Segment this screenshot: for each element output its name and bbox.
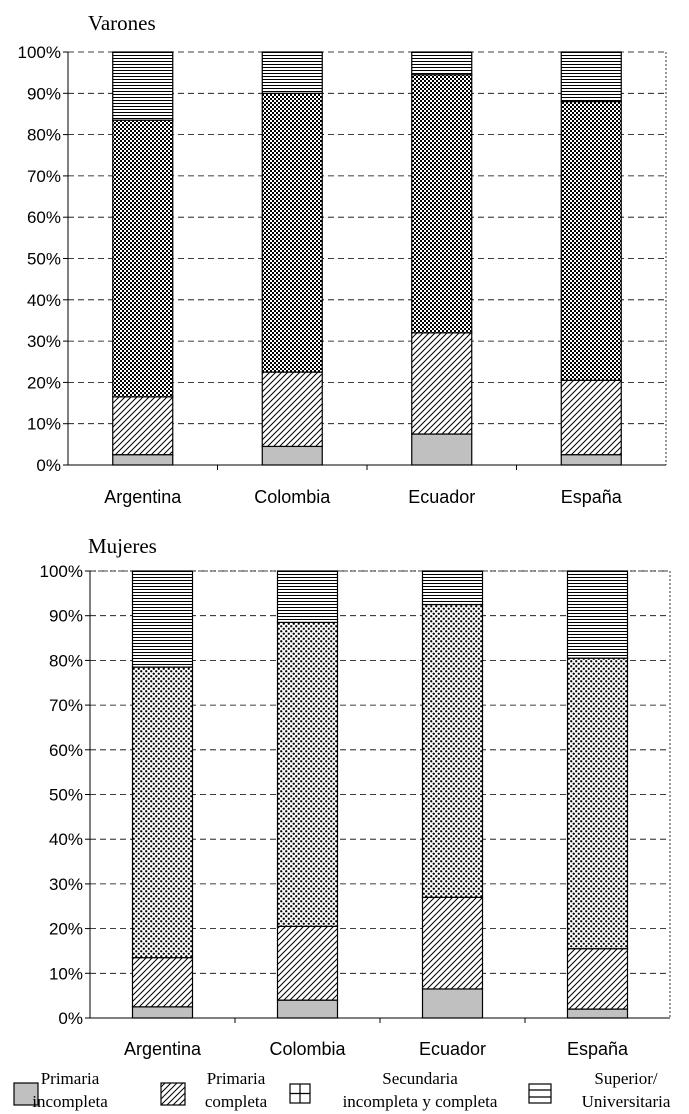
- bar-segment-primaria-incompleta: [131, 1006, 194, 1019]
- legend-label: Secundaria: [382, 1069, 458, 1088]
- y-tick-label: 100%: [40, 562, 83, 581]
- y-tick-label: 40%: [49, 830, 83, 849]
- bar-segment-superior-universitaria: [566, 570, 629, 659]
- chart-title: Varones: [88, 11, 156, 35]
- legend-label: Primaria: [207, 1069, 266, 1088]
- y-tick-label: 10%: [49, 964, 83, 983]
- y-tick-label: 0%: [36, 456, 61, 475]
- legend-label: Superior/: [594, 1069, 658, 1088]
- bar-segment-primaria-incompleta: [261, 445, 323, 466]
- legend-swatch: [13, 1082, 39, 1106]
- bar-segment-primaria-completa: [560, 379, 622, 456]
- y-tick-label: 90%: [27, 84, 61, 103]
- bar-segment-primaria-completa: [566, 948, 629, 1010]
- legend: Primaria incompleta Primaria completa Secund…: [13, 1069, 671, 1111]
- y-tick-label: 30%: [27, 332, 61, 351]
- legend-label: Universitaria: [582, 1092, 671, 1111]
- bar-segment-primaria-incompleta: [276, 999, 339, 1019]
- bar-segment-primaria-completa: [261, 371, 323, 448]
- bar-segment-primaria-incompleta: [560, 454, 622, 466]
- bar-segment-primaria-completa: [276, 925, 339, 1001]
- bar-segment-superior-universitaria: [421, 570, 484, 606]
- y-tick-label: 70%: [27, 167, 61, 186]
- x-tick-label: Argentina: [124, 1039, 202, 1059]
- x-tick-label: Ecuador: [408, 487, 475, 507]
- bar-segment-primaria-completa: [112, 396, 174, 456]
- x-tick-label: Colombia: [269, 1039, 346, 1059]
- y-tick-label: 80%: [49, 651, 83, 670]
- y-tick-label: 20%: [27, 373, 61, 392]
- y-tick-label: 60%: [49, 741, 83, 760]
- legend-label: incompleta y completa: [343, 1092, 498, 1111]
- y-tick-label: 10%: [27, 415, 61, 434]
- chart-title: Mujeres: [88, 534, 157, 558]
- y-tick-label: 90%: [49, 607, 83, 626]
- bar-segment-superior-universitaria: [411, 51, 473, 76]
- legend-label: incompleta: [32, 1092, 108, 1111]
- y-tick-label: 80%: [27, 126, 61, 145]
- x-tick-label: España: [561, 487, 623, 507]
- bar-segment-secundaria-incompleta-y-completa: [276, 621, 339, 927]
- y-tick-label: 70%: [49, 696, 83, 715]
- bar-segment-secundaria-incompleta-y-completa: [131, 666, 194, 959]
- bar-segment-primaria-completa: [131, 957, 194, 1008]
- chart-panel-mujeres: Mujeres 0% 10% 20% 30% 40% 50% 60% 70% 80% 90% 100%…: [40, 534, 671, 1059]
- x-tick-label: Colombia: [254, 487, 331, 507]
- y-tick-label: 100%: [18, 43, 61, 62]
- x-tick-label: Argentina: [104, 487, 182, 507]
- y-tick-label: 20%: [49, 920, 83, 939]
- bar-segment-secundaria-incompleta-y-completa: [261, 92, 323, 373]
- y-tick-label: 40%: [27, 291, 61, 310]
- legend-swatch: [528, 1083, 552, 1104]
- y-tick-label: 0%: [58, 1009, 83, 1028]
- legend-label: completa: [205, 1092, 268, 1111]
- bar-segment-secundaria-incompleta-y-completa: [566, 657, 629, 950]
- x-tick-label: España: [567, 1039, 629, 1059]
- legend-swatch: [160, 1082, 186, 1106]
- x-tick-label: Ecuador: [419, 1039, 486, 1059]
- y-tick-label: 30%: [49, 875, 83, 894]
- bar-segment-primaria-completa: [411, 332, 473, 435]
- bar-segment-superior-universitaria: [560, 51, 622, 103]
- bar-segment-superior-universitaria: [131, 570, 194, 668]
- bar-segment-primaria-completa: [421, 896, 484, 990]
- y-tick-label: 50%: [49, 786, 83, 805]
- legend-label: Primaria: [41, 1069, 100, 1088]
- bar-segment-primaria-incompleta: [112, 454, 174, 466]
- bar-segment-superior-universitaria: [112, 51, 174, 121]
- bar-segment-superior-universitaria: [276, 570, 339, 624]
- y-tick-label: 60%: [27, 208, 61, 227]
- bar-segment-secundaria-incompleta-y-completa: [560, 100, 622, 381]
- bar-segment-secundaria-incompleta-y-completa: [421, 603, 484, 898]
- chart-panel-varones: Varones 0% 10% 20% 30% 40% 50% 60% 70% 80% 90% 100%…: [18, 11, 667, 507]
- bar-segment-secundaria-incompleta-y-completa: [411, 74, 473, 334]
- y-tick-label: 50%: [27, 250, 61, 269]
- bar-segment-superior-universitaria: [261, 51, 323, 94]
- bar-segment-primaria-incompleta: [566, 1008, 629, 1019]
- bar-segment-primaria-incompleta: [421, 988, 484, 1019]
- bar-segment-secundaria-incompleta-y-completa: [112, 119, 174, 398]
- legend-swatch: [289, 1083, 311, 1104]
- bar-segment-primaria-incompleta: [411, 433, 473, 466]
